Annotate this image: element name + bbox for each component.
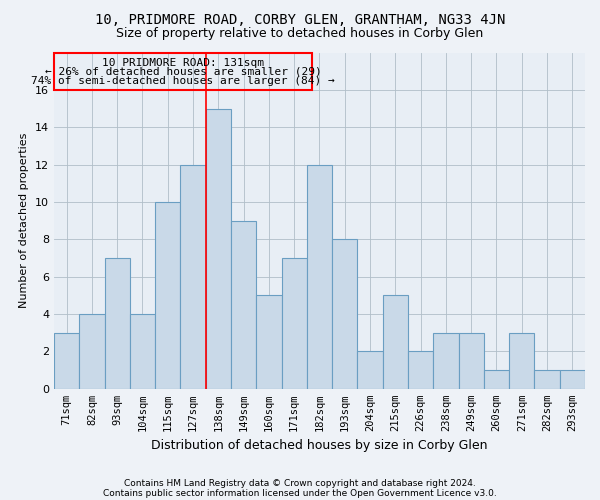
Bar xyxy=(155,202,181,389)
Text: Size of property relative to detached houses in Corby Glen: Size of property relative to detached ho… xyxy=(116,28,484,40)
Text: Contains public sector information licensed under the Open Government Licence v3: Contains public sector information licen… xyxy=(103,488,497,498)
Bar xyxy=(332,240,358,389)
Bar xyxy=(54,52,312,90)
Bar xyxy=(231,220,256,389)
Bar xyxy=(358,352,383,389)
X-axis label: Distribution of detached houses by size in Corby Glen: Distribution of detached houses by size … xyxy=(151,440,488,452)
Bar xyxy=(560,370,585,389)
Bar xyxy=(509,333,535,389)
Bar xyxy=(433,333,458,389)
Text: 10 PRIDMORE ROAD: 131sqm: 10 PRIDMORE ROAD: 131sqm xyxy=(102,58,264,68)
Bar xyxy=(535,370,560,389)
Bar xyxy=(256,296,281,389)
Bar xyxy=(458,333,484,389)
Bar xyxy=(408,352,433,389)
Text: 10, PRIDMORE ROAD, CORBY GLEN, GRANTHAM, NG33 4JN: 10, PRIDMORE ROAD, CORBY GLEN, GRANTHAM,… xyxy=(95,12,505,26)
Bar xyxy=(281,258,307,389)
Bar xyxy=(130,314,155,389)
Bar xyxy=(307,164,332,389)
Bar xyxy=(383,296,408,389)
Bar xyxy=(484,370,509,389)
Bar xyxy=(181,164,206,389)
Bar xyxy=(104,258,130,389)
Text: ← 26% of detached houses are smaller (29): ← 26% of detached houses are smaller (29… xyxy=(44,66,321,76)
Text: 74% of semi-detached houses are larger (84) →: 74% of semi-detached houses are larger (… xyxy=(31,76,335,86)
Y-axis label: Number of detached properties: Number of detached properties xyxy=(19,133,29,308)
Bar xyxy=(54,333,79,389)
Bar xyxy=(206,108,231,389)
Text: Contains HM Land Registry data © Crown copyright and database right 2024.: Contains HM Land Registry data © Crown c… xyxy=(124,478,476,488)
Bar xyxy=(79,314,104,389)
